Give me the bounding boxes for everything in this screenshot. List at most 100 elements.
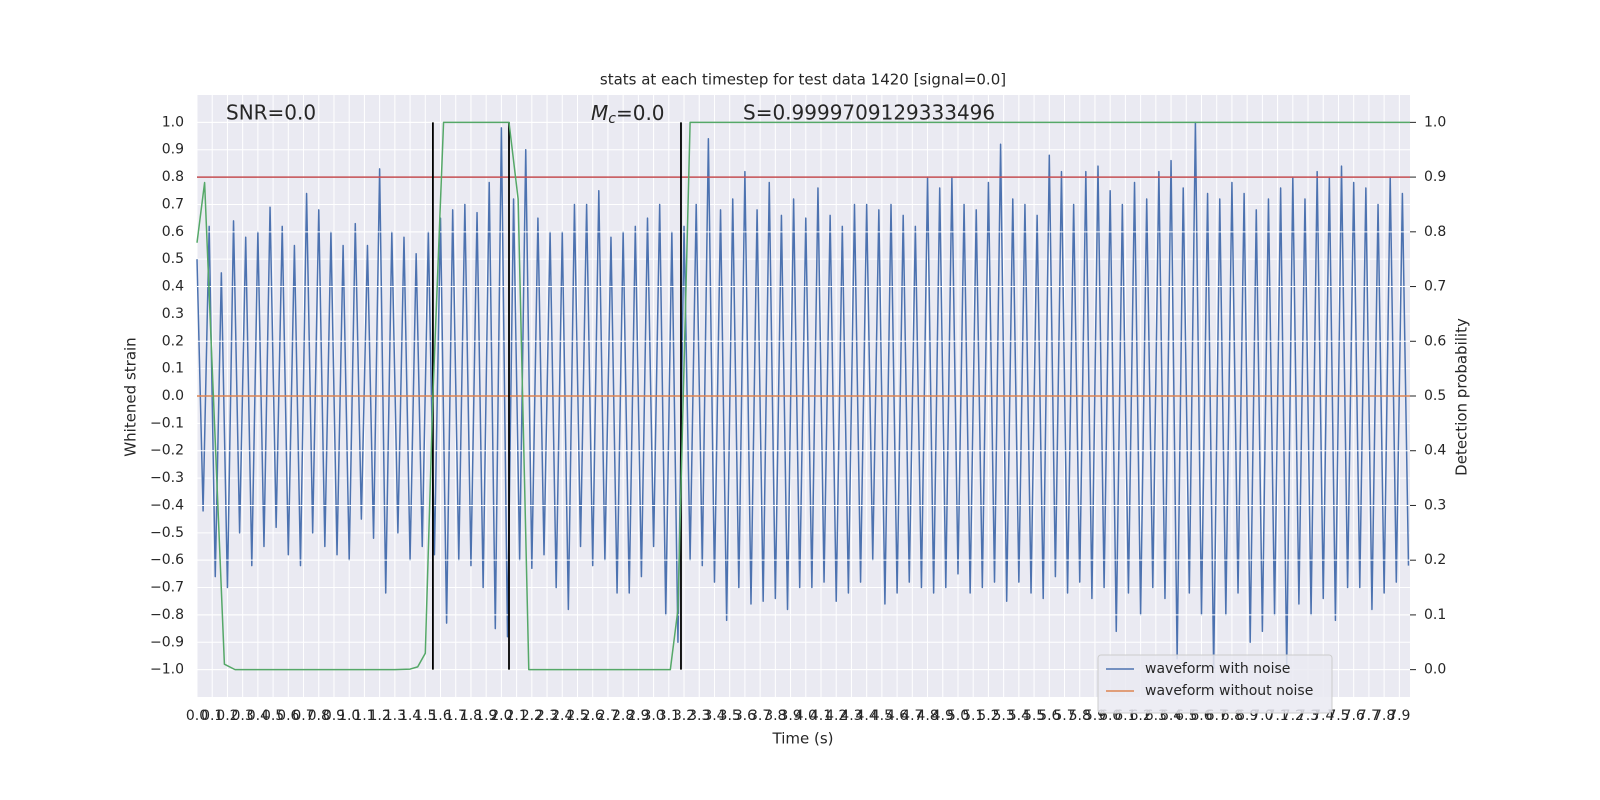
x-tick-label: 4.5	[871, 708, 893, 724]
x-tick-label: 0.9	[323, 708, 345, 724]
x-tick-label: 2.8	[612, 708, 634, 724]
x-axis-label: Time (s)	[772, 730, 834, 748]
x-tick-label: 5.4	[1008, 708, 1030, 724]
y-tick-label: −1.0	[150, 662, 184, 678]
y-tick-label: 0.1	[162, 361, 184, 377]
x-tick-label: 2.7	[597, 708, 619, 724]
x-tick-label: 1.1	[353, 708, 375, 724]
y-tick-label: −0.6	[150, 552, 184, 568]
x-tick-label: 3.3	[688, 708, 710, 724]
x-tick-label: 1.4	[399, 708, 421, 724]
x-tick-label: 1.7	[445, 708, 467, 724]
y2-tick-label: 0.6	[1424, 333, 1446, 349]
x-tick-label: 7.9	[1388, 708, 1410, 724]
x-tick-label: 5.6	[1038, 708, 1060, 724]
x-tick-label: 4.4	[856, 708, 878, 724]
x-tick-label: 0.7	[292, 708, 314, 724]
y-tick-label: 0.9	[162, 142, 184, 158]
y2-tick-label: 0.3	[1424, 497, 1446, 513]
y2-tick-label: 0.5	[1424, 388, 1446, 404]
x-tick-label: 7.5	[1327, 708, 1349, 724]
x-tick-label: 3.6	[734, 708, 756, 724]
x-tick-label: 4.8	[916, 708, 938, 724]
y2-tick-label: 0.9	[1424, 169, 1446, 185]
legend-label: waveform without noise	[1145, 683, 1313, 699]
y2-tick-label: 1.0	[1424, 114, 1446, 130]
x-tick-label: 3.5	[719, 708, 741, 724]
y2-tick-label: 0.2	[1424, 552, 1446, 568]
x-tick-label: 3.7	[749, 708, 771, 724]
annotation-text: =0.0	[616, 101, 665, 125]
x-tick-label: 2.1	[505, 708, 527, 724]
y-tick-label: 0.4	[162, 279, 184, 295]
y-axis-label: Whitened strain	[122, 337, 140, 456]
x-tick-label: 3.1	[658, 708, 680, 724]
annotation-subscript: c	[608, 111, 616, 127]
chart-title: stats at each timestep for test data 142…	[600, 71, 1006, 89]
y-tick-label: 0.2	[162, 333, 184, 349]
y-tick-label: −0.9	[150, 634, 184, 650]
x-tick-label: 2.2	[521, 708, 543, 724]
annotation: SNR=0.0	[226, 101, 316, 125]
x-tick-label: 0.4	[247, 708, 269, 724]
y2-tick-label: 0.8	[1424, 224, 1446, 240]
x-tick-label: 5.1	[962, 708, 984, 724]
plot-layer	[196, 95, 1410, 697]
x-tick-label: 0.0	[186, 708, 208, 724]
x-tick-label: 3.0	[642, 708, 664, 724]
x-tick-label: 5.7	[1053, 708, 1075, 724]
x-tick-label: 0.2	[216, 708, 238, 724]
y-tick-label: −0.2	[150, 443, 184, 459]
y2-tick-label: 0.7	[1424, 279, 1446, 295]
annotation: S=0.9999709129333496	[743, 101, 995, 125]
x-tick-label: 3.4	[703, 708, 725, 724]
y-tick-label: −0.7	[150, 580, 184, 596]
x-tick-label: 4.6	[886, 708, 908, 724]
x-tick-label: 0.1	[201, 708, 223, 724]
x-tick-label: 5.0	[947, 708, 969, 724]
x-tick-label: 4.3	[840, 708, 862, 724]
x-tick-label: 5.5	[1023, 708, 1045, 724]
x-tick-label: 5.8	[1069, 708, 1091, 724]
annotation-symbol: M	[591, 101, 608, 125]
x-tick-label: 4.0	[795, 708, 817, 724]
x-tick-label: 1.3	[384, 708, 406, 724]
x-tick-label: 3.9	[779, 708, 801, 724]
x-tick-label: 1.2	[369, 708, 391, 724]
y-tick-label: 0.8	[162, 169, 184, 185]
x-tick-label: 3.2	[673, 708, 695, 724]
y-tick-label: 0.5	[162, 251, 184, 267]
x-tick-label: 2.0	[490, 708, 512, 724]
x-tick-label: 0.5	[262, 708, 284, 724]
x-tick-label: 1.0	[338, 708, 360, 724]
x-tick-label: 2.5	[566, 708, 588, 724]
y2-tick-label: 0.0	[1424, 662, 1446, 678]
y-tick-label: 0.0	[162, 388, 184, 404]
x-tick-label: 2.4	[551, 708, 573, 724]
x-tick-label: 2.9	[627, 708, 649, 724]
x-tick-label: 0.3	[232, 708, 254, 724]
x-tick-label: 0.8	[308, 708, 330, 724]
y-tick-label: 1.0	[162, 114, 184, 130]
legend-label: waveform with noise	[1145, 661, 1290, 677]
series-line	[196, 121, 1410, 671]
y2-tick-label: 0.4	[1424, 443, 1446, 459]
x-tick-label: 7.7	[1358, 708, 1380, 724]
y-tick-label: −0.8	[150, 607, 184, 623]
x-tick-label: 2.3	[536, 708, 558, 724]
y-tick-label: −0.4	[150, 497, 184, 513]
x-tick-label: 4.2	[825, 708, 847, 724]
x-tick-label: 3.8	[764, 708, 786, 724]
legend-box	[1097, 654, 1333, 714]
x-tick-label: 5.3	[993, 708, 1015, 724]
x-tick-label: 4.7	[901, 708, 923, 724]
x-tick-label: 1.5	[414, 708, 436, 724]
x-tick-label: 1.9	[475, 708, 497, 724]
x-tick-label: 2.6	[582, 708, 604, 724]
x-tick-label: 7.6	[1343, 708, 1365, 724]
y-tick-label: 0.6	[162, 224, 184, 240]
y-tick-label: −0.3	[150, 470, 184, 486]
x-tick-label: 5.2	[977, 708, 999, 724]
